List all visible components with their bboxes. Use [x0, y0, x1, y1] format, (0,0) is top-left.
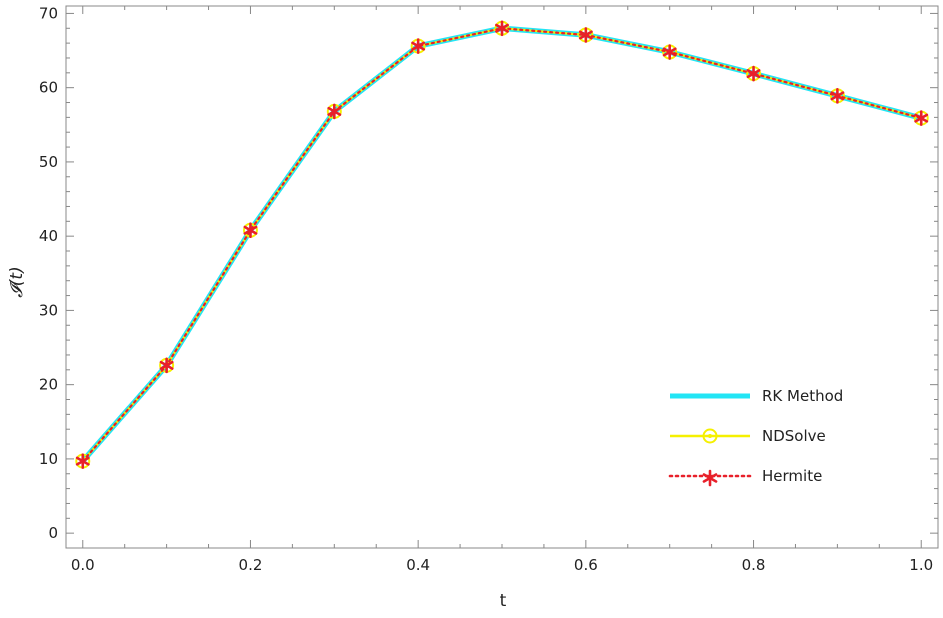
y-tick-label: 60 [39, 79, 58, 97]
data-point [411, 38, 426, 54]
series [75, 20, 929, 469]
data-point [578, 27, 593, 43]
x-tick-label: 0.6 [574, 556, 598, 574]
legend-label: RK Method [762, 387, 843, 405]
y-tick-label: 10 [39, 450, 58, 468]
data-point [830, 88, 845, 104]
data-point [495, 20, 509, 37]
y-tick-label: 0 [48, 524, 58, 542]
legend-item-rk-method: RK Method [670, 387, 843, 405]
data-point [243, 222, 258, 239]
data-point [75, 453, 90, 469]
data-point [914, 110, 929, 126]
y-tick-label: 50 [39, 153, 58, 171]
legend-marker [702, 469, 718, 487]
asterisk-stroke [578, 30, 593, 40]
legend-label: NDSolve [762, 427, 826, 445]
asterisk-stroke [830, 91, 845, 101]
x-tick-label: 0.8 [742, 556, 766, 574]
circle-ring [702, 428, 718, 444]
legend-label: Hermite [762, 467, 822, 485]
legend-marker [702, 428, 718, 444]
y-axis-label: 𝓘(t) [7, 266, 27, 297]
x-tick-label: 0.0 [71, 556, 95, 574]
asterisk-stroke [159, 360, 174, 370]
asterisk-stroke [702, 473, 718, 483]
data-point [746, 65, 761, 82]
circle-dot [708, 434, 712, 438]
x-axis-label: t [500, 591, 507, 611]
x-tick-label: 0.2 [239, 556, 263, 574]
x-tick-label: 0.4 [406, 556, 430, 574]
y-tick-label: 30 [39, 301, 58, 319]
legend-item-hermite: Hermite [668, 467, 822, 487]
series-hermite [75, 20, 929, 469]
y-tick-label: 20 [39, 376, 58, 394]
data-point [159, 357, 174, 374]
asterisk-stroke [746, 69, 761, 79]
axes: 0.0 0.2 0.4 0.6 0.8 1.0 0 10 20 30 40 50 60 70 [39, 4, 939, 574]
asterisk-stroke [411, 41, 426, 51]
asterisk-stroke [495, 23, 509, 33]
data-point [662, 44, 677, 60]
y-tick-label: 40 [39, 227, 58, 245]
data-point [327, 103, 342, 120]
asterisk-stroke [914, 113, 929, 123]
asterisk-stroke [75, 456, 90, 466]
x-tick-label: 1.0 [909, 556, 933, 574]
asterisk-stroke [243, 225, 258, 235]
legend-item-ndsolve: NDSolve [670, 427, 826, 445]
legend: RK Method NDSolve Hermite [668, 387, 843, 487]
asterisk-stroke [327, 106, 342, 116]
y-tick-label: 70 [39, 4, 58, 22]
asterisk-stroke [662, 47, 677, 57]
